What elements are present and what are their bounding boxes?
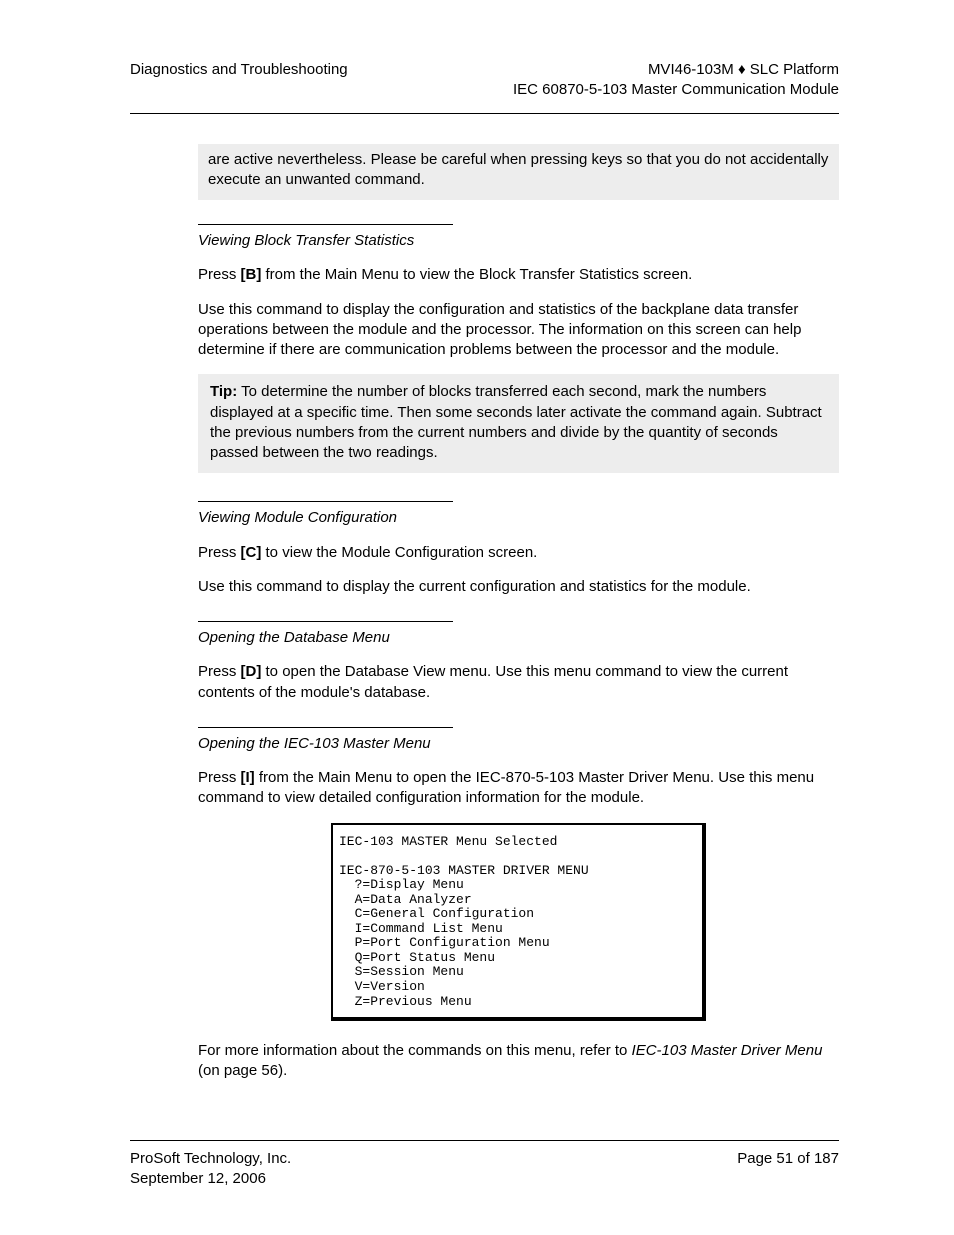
tip-label: Tip: bbox=[210, 383, 237, 400]
section-title-module-config: Viewing Module Configuration bbox=[198, 508, 839, 528]
s1-after: from the Main Menu to view the Block Tra… bbox=[261, 266, 692, 283]
more-info-pre: For more information about the commands … bbox=[198, 1042, 632, 1059]
s2-after: to view the Module Configuration screen. bbox=[261, 544, 537, 561]
s1-press-line: Press [B] from the Main Menu to view the… bbox=[198, 265, 839, 285]
page-header: Diagnostics and Troubleshooting MVI46-10… bbox=[130, 60, 839, 114]
s4-after: from the Main Menu to open the IEC-870-5… bbox=[198, 769, 814, 806]
header-right-line2: IEC 60870-5-103 Master Communication Mod… bbox=[513, 80, 839, 100]
section-rule bbox=[198, 727, 453, 728]
s2-press: Press bbox=[198, 544, 241, 561]
section-rule bbox=[198, 224, 453, 225]
key-d: [D] bbox=[241, 663, 262, 680]
terminal-menu: IEC-103 MASTER Menu Selected IEC-870-5-1… bbox=[331, 823, 706, 1022]
tip-text: To determine the number of blocks transf… bbox=[210, 383, 822, 461]
s3-press: Press bbox=[198, 663, 241, 680]
section-title-block-transfer: Viewing Block Transfer Statistics bbox=[198, 231, 839, 251]
s1-p2: Use this command to display the configur… bbox=[198, 300, 839, 361]
s3-after: to open the Database View menu. Use this… bbox=[198, 663, 788, 700]
footer-left: ProSoft Technology, Inc. September 12, 2… bbox=[130, 1149, 291, 1190]
header-right-line1: MVI46-103M ♦ SLC Platform bbox=[513, 60, 839, 80]
more-info-post: (on page 56). bbox=[198, 1062, 287, 1079]
s2-p2: Use this command to display the current … bbox=[198, 577, 839, 597]
section-title-iec-master: Opening the IEC-103 Master Menu bbox=[198, 734, 839, 754]
key-c: [C] bbox=[241, 544, 262, 561]
more-info-link: IEC-103 Master Driver Menu bbox=[632, 1042, 823, 1059]
section-rule bbox=[198, 621, 453, 622]
key-b: [B] bbox=[241, 266, 262, 283]
s4-press-line: Press [I] from the Main Menu to open the… bbox=[198, 768, 839, 809]
footer-date: September 12, 2006 bbox=[130, 1169, 291, 1189]
page: Diagnostics and Troubleshooting MVI46-10… bbox=[0, 0, 954, 1235]
s3-press-line: Press [D] to open the Database View menu… bbox=[198, 662, 839, 703]
key-i: [I] bbox=[241, 769, 255, 786]
more-info: For more information about the commands … bbox=[198, 1041, 839, 1082]
note-continued: are active nevertheless. Please be caref… bbox=[198, 144, 839, 201]
section-rule bbox=[198, 501, 453, 502]
s1-press: Press bbox=[198, 266, 241, 283]
content-body: are active nevertheless. Please be caref… bbox=[130, 144, 839, 1082]
footer-company: ProSoft Technology, Inc. bbox=[130, 1149, 291, 1169]
header-right: MVI46-103M ♦ SLC Platform IEC 60870-5-10… bbox=[513, 60, 839, 101]
page-footer: ProSoft Technology, Inc. September 12, 2… bbox=[130, 1140, 839, 1190]
s2-press-line: Press [C] to view the Module Configurati… bbox=[198, 543, 839, 563]
s4-press: Press bbox=[198, 769, 241, 786]
footer-page: Page 51 of 187 bbox=[737, 1149, 839, 1190]
section-title-database: Opening the Database Menu bbox=[198, 628, 839, 648]
tip-box: Tip: To determine the number of blocks t… bbox=[198, 374, 839, 473]
header-left: Diagnostics and Troubleshooting bbox=[130, 60, 348, 101]
